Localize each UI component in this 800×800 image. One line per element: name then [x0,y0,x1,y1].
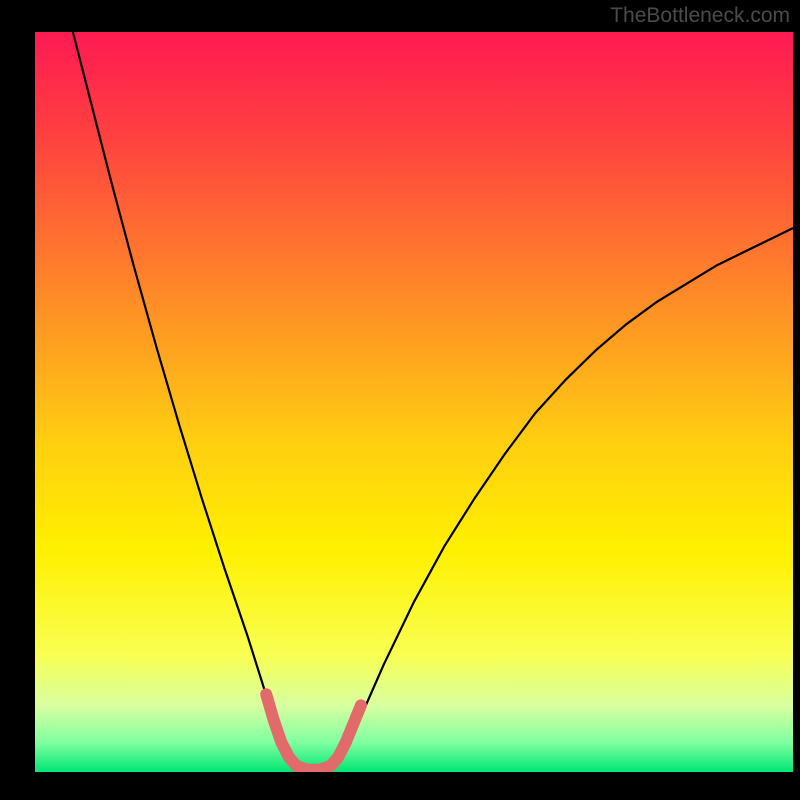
optimal-range-marker [266,694,361,769]
attribution-label: TheBottleneck.com [610,4,790,28]
bottleneck-chart [35,32,793,772]
bottleneck-curve [73,32,793,771]
curve-overlay [35,32,793,772]
